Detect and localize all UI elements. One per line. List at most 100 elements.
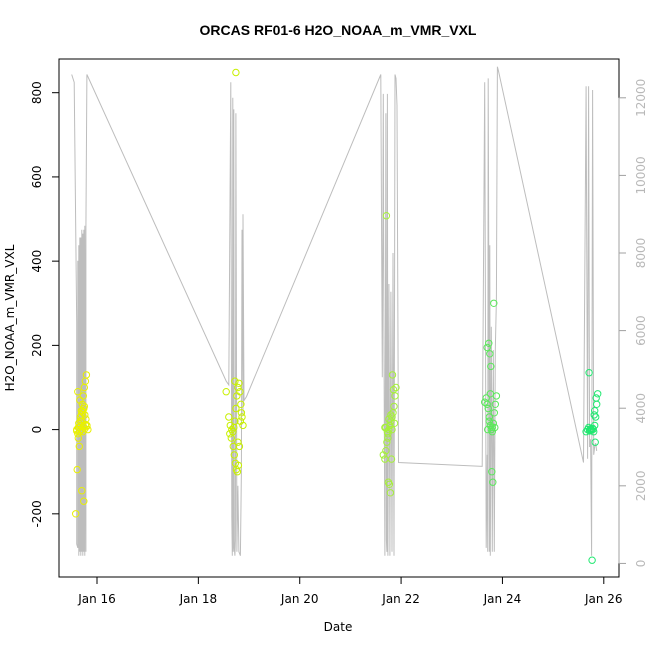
data-point [387, 411, 395, 419]
data-point [231, 377, 239, 385]
data-point [236, 388, 244, 396]
data-point [237, 400, 245, 408]
x-tick-label: Jan 20 [280, 592, 319, 606]
data-point [74, 388, 82, 396]
data-point [235, 379, 243, 387]
data-point [235, 442, 244, 451]
data-point [588, 556, 596, 564]
right-axis-tick-label: 12000 [634, 79, 648, 117]
data-point [73, 427, 81, 435]
data-point [82, 371, 91, 379]
data-point [226, 430, 234, 438]
data-point [485, 417, 493, 425]
right-axis-tick-label: 0 [634, 560, 648, 568]
right-axis-tick-label: 4000 [634, 393, 648, 424]
data-point [234, 461, 243, 470]
x-tick-label: Jan 24 [483, 592, 522, 606]
data-point [387, 455, 396, 463]
data-point [392, 383, 400, 392]
x-tick-label: Jan 22 [381, 592, 420, 606]
y-tick-label: -200 [30, 500, 44, 527]
x-tick-label: Jan 26 [584, 592, 623, 606]
data-point [230, 451, 239, 459]
data-point [589, 425, 597, 433]
data-point [485, 413, 493, 421]
data-point [593, 400, 601, 408]
data-point [489, 419, 497, 427]
data-point [486, 350, 494, 358]
data-point [483, 400, 491, 408]
data-point [75, 442, 84, 451]
data-point [592, 394, 600, 402]
chart-title: ORCAS RF01-6 H2O_NOAA_m_VMR_VXL [200, 22, 477, 38]
y-tick-label: 200 [30, 334, 44, 357]
data-point [222, 388, 230, 396]
data-point [488, 428, 496, 436]
data-point [591, 438, 599, 446]
data-point [72, 510, 80, 518]
data-point [384, 434, 392, 442]
data-point [83, 422, 91, 430]
data-point [78, 487, 86, 495]
data-point [80, 402, 89, 411]
y-tick-label: 800 [30, 81, 44, 104]
data-point [483, 343, 491, 352]
flight-path-line [71, 66, 598, 556]
data-point [232, 404, 240, 413]
data-point [225, 413, 233, 421]
data-point [486, 390, 494, 398]
data-point [481, 398, 489, 406]
data-point [237, 409, 246, 417]
data-point [382, 212, 391, 220]
data-point [383, 438, 391, 446]
data-point [388, 425, 396, 434]
data-point [238, 413, 246, 421]
data-point [231, 417, 239, 425]
data-point [484, 404, 492, 413]
data-point [234, 383, 242, 392]
data-point [586, 425, 594, 434]
data-point [488, 468, 496, 476]
data-point [73, 465, 81, 474]
data-point [381, 423, 389, 432]
right-axis-tick-label: 8000 [634, 238, 648, 269]
x-tick-label: Jan 18 [179, 592, 218, 606]
data-point [236, 417, 245, 425]
data-point [585, 369, 593, 377]
data-point [388, 371, 397, 379]
data-point [234, 438, 242, 446]
y-tick-label: 400 [30, 250, 44, 273]
data-point [490, 409, 498, 417]
data-point [485, 339, 493, 347]
data-point [591, 407, 599, 415]
right-axis-tick-label: 6000 [634, 315, 648, 346]
flight-path-layer [71, 66, 598, 556]
data-point [389, 385, 398, 394]
data-point [386, 489, 395, 497]
data-point [232, 68, 240, 77]
data-point [488, 423, 496, 432]
data-point [76, 396, 84, 404]
data-point [491, 423, 499, 432]
points-layer [72, 68, 602, 564]
right-axis: 0 2000 4000 6000 8000 10000 12000 [618, 79, 648, 568]
data-point [491, 400, 499, 408]
data-point [385, 480, 394, 488]
x-axis: Jan 16 Jan 18 Jan 20 Jan 22 Jan 24 Jan 26 [77, 576, 623, 606]
data-point [594, 390, 602, 398]
data-point [390, 419, 399, 427]
plot-frame [58, 58, 620, 578]
data-point [74, 434, 83, 442]
data-point [227, 434, 236, 442]
y-axis: -200 0 200 400 600 800 [30, 81, 60, 527]
data-point [390, 402, 398, 411]
x-axis-label: Date [324, 620, 353, 634]
data-point [382, 447, 390, 455]
data-point [80, 497, 88, 505]
data-point [591, 421, 599, 430]
x-tick-label: Jan 16 [77, 592, 116, 606]
data-point [590, 411, 598, 419]
right-axis-tick-label: 10000 [634, 156, 648, 194]
